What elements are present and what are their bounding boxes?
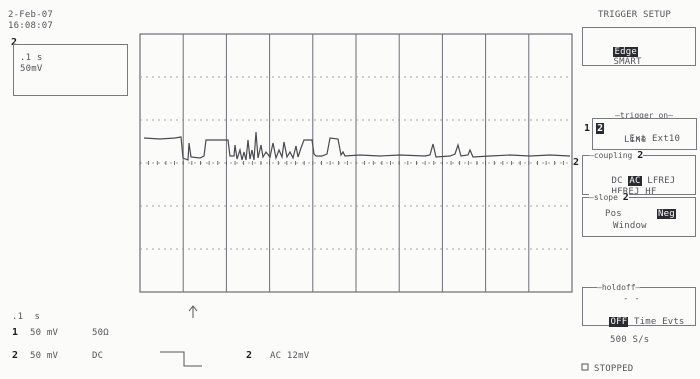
trigger-on-button[interactable]: Ext Ext10 Line [592,118,697,150]
sample-rate: 500 S/s [610,335,650,345]
slope-button[interactable]: —slope 2 Pos Neg Window [582,193,696,237]
pos-option[interactable]: Pos [605,209,622,219]
ch1-volts: 50 mV [30,328,59,338]
holdoff-button[interactable]: —holdoff— - - OFF Time Evts [582,283,696,327]
trace-marker-right: 2 [573,157,580,168]
trigger-source-1[interactable]: 1 [584,123,591,134]
holdoff-off-option[interactable]: OFF [609,317,629,327]
ch1-coupling: 50Ω [92,328,109,338]
trigger-info: AC 12mV [270,351,310,361]
zoom-trace-number: 2 [11,37,18,48]
ext10-option[interactable]: Ext10 [651,134,681,144]
channel-2-trace [143,131,571,161]
up-arrow-icon [188,305,198,318]
neg-option[interactable]: Neg [657,209,676,219]
timebase-label: .1 s [12,312,41,322]
menu-title: TRIGGER SETUP [598,10,672,20]
holdoff-time-option[interactable]: Time [633,317,657,327]
time-label: 16:08:07 [8,21,53,31]
ac-option[interactable]: AC [628,176,642,186]
status-label: STOPPED [594,364,634,374]
lfrej-option[interactable]: LFREJ [647,176,676,186]
holdoff-evts-option[interactable]: Evts [662,317,685,327]
falling-edge-icon [160,351,202,367]
trigger-source-2[interactable]: 2 [596,123,605,134]
ch2-volts: 50 mV [30,351,59,361]
zoom-timebase: .1 s [20,53,43,63]
ext-option[interactable]: Ext [629,134,647,144]
date-label: 2-Feb-07 [8,10,53,20]
grid-horizontal-lines [140,76,572,250]
hfrej-option[interactable]: HFREJ [611,187,640,197]
trigger-on-legend: —trigger on— [615,111,673,120]
ch2-number: 2 [12,350,19,361]
ch2-coupling: DC [92,351,104,361]
edge-option[interactable]: Edge [613,47,638,57]
line-option[interactable]: Line [624,135,647,145]
ch1-number: 1 [12,327,19,338]
zoom-volts: 50mV [20,64,43,74]
zoom-trace-box[interactable]: .1 s 50mV [13,44,128,96]
smart-option[interactable]: SMART [613,57,642,67]
coupling-button[interactable]: —coupling 2 DC AC LFREJ HFREJ HF [582,151,696,197]
dc-option[interactable]: DC [611,176,623,186]
trigger-channel: 2 [246,350,253,361]
square-icon [581,363,589,371]
trigger-type-button[interactable]: Edge SMART [582,27,696,67]
window-option[interactable]: Window [613,221,647,231]
grid-center-ticks [139,161,573,165]
hf-option[interactable]: HF [645,187,657,197]
